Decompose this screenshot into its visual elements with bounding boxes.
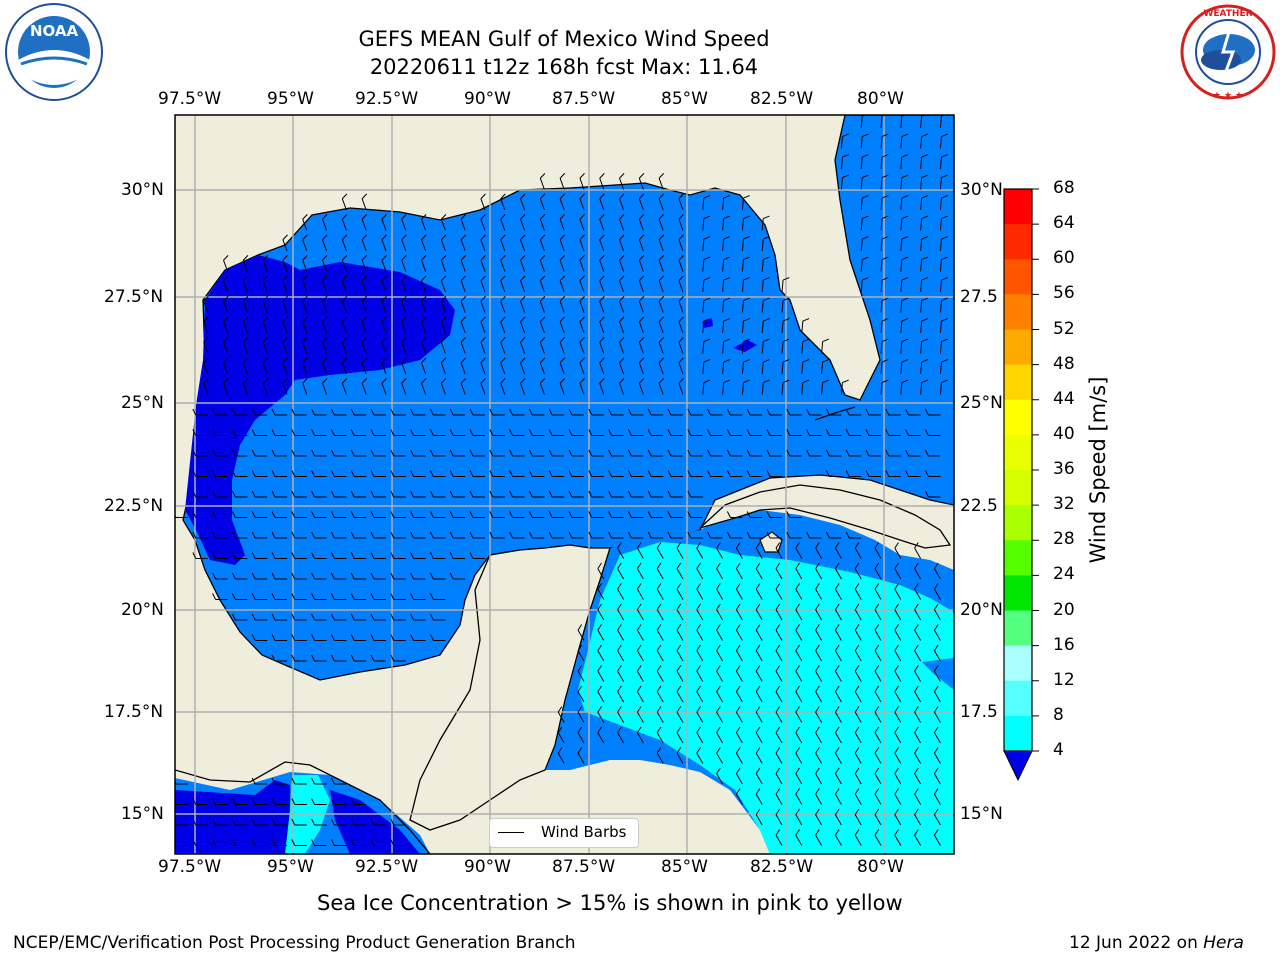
- footer-machine: Hera: [1203, 933, 1244, 953]
- colorbar-cell: [1004, 715, 1032, 752]
- lon-label-top: 82.5°W: [750, 89, 814, 109]
- legend-line-icon: [498, 832, 524, 833]
- lon-label-bottom: 90°W: [464, 857, 511, 877]
- colorbar-under-triangle: [1003, 750, 1033, 782]
- colorbar-tick-label: 64: [1053, 213, 1075, 234]
- lon-label-top: 80°W: [857, 89, 904, 109]
- lon-label-top: 95°W: [267, 89, 314, 109]
- lat-label-right: 27.5: [960, 287, 998, 307]
- lat-label-left: 20°N: [121, 600, 164, 620]
- chart-title-line1: GEFS MEAN Gulf of Mexico Wind Speed: [358, 27, 770, 51]
- map-legend: Wind Barbs: [489, 818, 639, 848]
- colorbar-cell: [1004, 540, 1032, 576]
- colorbar-tick-label: 56: [1053, 283, 1075, 304]
- sea-ice-caption: Sea Ice Concentration > 15% is shown in …: [317, 891, 903, 915]
- map-frame: [174, 114, 955, 855]
- lon-label-bottom: 80°W: [857, 857, 904, 877]
- colorbar-tick-label: 16: [1053, 634, 1075, 655]
- colorbar-tick-label: 8: [1053, 704, 1064, 725]
- colorbar-cell: [1004, 294, 1032, 330]
- colorbar-cell: [1004, 610, 1032, 647]
- colorbar-tick-label: 36: [1053, 459, 1075, 479]
- caribbean-water-8-12: [578, 542, 954, 854]
- colorbar-tick-label: 32: [1053, 494, 1075, 515]
- florida-keys: [814, 406, 856, 421]
- pacific-coast: [175, 761, 431, 854]
- lon-label-top: 92.5°W: [355, 89, 419, 109]
- lat-label-left: 25°N: [121, 393, 164, 413]
- lat-label-right: 25°N: [960, 393, 1003, 413]
- gulf-water-0-4-small1: [733, 340, 757, 352]
- colorbar-label: Wind Speed [m/s]: [1086, 376, 1110, 564]
- yucatan-land: [409, 544, 611, 831]
- caribbean-water-4-8-island: [922, 658, 954, 690]
- colorbar-cell: [1004, 470, 1032, 506]
- colorbar-cell: [1004, 645, 1032, 682]
- colorbar-cell: [1004, 399, 1032, 436]
- lon-label-bottom: 92.5°W: [355, 857, 419, 877]
- lat-label-left: 22.5°N: [104, 496, 164, 516]
- lat-label-left: 15°N: [121, 804, 164, 824]
- colorbar-cell: [1004, 259, 1032, 295]
- colorbar-tick-label: 52: [1053, 318, 1075, 339]
- lon-label-top: 85°W: [661, 89, 708, 109]
- lon-label-top: 90°W: [464, 89, 511, 109]
- footer-left: NCEP/EMC/Verification Post Processing Pr…: [13, 933, 576, 953]
- colorbar-tick-label: 12: [1053, 669, 1075, 690]
- colorbar-tick-label: 44: [1053, 388, 1075, 409]
- footer-date: 12 Jun 2022 on: [1069, 933, 1204, 953]
- colorbar-tick-label: 68: [1053, 178, 1075, 198]
- pacific-water-0-4b: [330, 790, 420, 854]
- lat-label-left: 30°N: [121, 180, 164, 200]
- legend-label: Wind Barbs: [541, 823, 627, 841]
- colorbar-cell: [1004, 680, 1032, 717]
- footer-right: 12 Jun 2022 on Hera: [1069, 933, 1244, 953]
- lon-label-bottom: 97.5°W: [158, 857, 222, 877]
- lon-label-bottom: 87.5°W: [552, 857, 616, 877]
- lon-label-top: 87.5°W: [552, 89, 616, 109]
- colorbar-tick-label: 20: [1053, 599, 1075, 620]
- svg-text:★ ★ ★: ★ ★ ★: [1213, 91, 1243, 101]
- lon-label-top: 97.5°W: [158, 89, 222, 109]
- colorbar-tick-label: 48: [1053, 353, 1075, 374]
- lon-label-bottom: 95°W: [267, 857, 314, 877]
- lat-label-right: 17.5: [960, 702, 998, 722]
- colorbar-tick-label: 40: [1053, 423, 1075, 444]
- lat-label-right: 30°N: [960, 180, 1003, 200]
- colorbar-cell: [1004, 575, 1032, 611]
- svg-text:WEATHER: WEATHER: [1203, 9, 1252, 19]
- lat-label-right: 15°N: [960, 804, 1003, 824]
- noaa-logo-text: NOAA: [30, 22, 79, 40]
- colorbar-tick-label: 24: [1053, 564, 1075, 585]
- colorbar-tick-label: 28: [1053, 529, 1075, 550]
- lat-label-right: 20°N: [960, 600, 1003, 620]
- colorbar-tick-label: 4: [1053, 740, 1064, 760]
- lon-label-bottom: 82.5°W: [750, 857, 814, 877]
- colorbar-cell: [1004, 505, 1032, 541]
- colorbar-cell: [1004, 329, 1032, 366]
- noaa-logo: NOAA: [5, 3, 103, 101]
- colorbar-cell: [1004, 364, 1032, 401]
- lon-label-bottom: 85°W: [661, 857, 708, 877]
- colorbar-cell: [1004, 434, 1032, 471]
- lat-label-right: 22.5: [960, 496, 998, 516]
- gulf-water-0-4: [185, 255, 455, 565]
- chart-title-line2: 20220611 t12z 168h fcst Max: 11.64: [369, 55, 759, 79]
- lat-label-left: 27.5°N: [104, 287, 164, 307]
- gulf-water-4-8: [182, 115, 954, 681]
- colorbar-cell: [1004, 224, 1032, 260]
- nws-logo: WEATHER ★ ★ ★: [1180, 4, 1276, 101]
- lat-label-left: 17.5°N: [104, 702, 164, 722]
- colorbar: [1003, 188, 1039, 782]
- gulf-water-0-4-small2: [702, 318, 713, 328]
- colorbar-cell: [1004, 189, 1032, 225]
- pacific-water-0-4: [175, 780, 290, 854]
- colorbar-tick-label: 60: [1053, 248, 1075, 269]
- map-plot-area: [175, 115, 954, 854]
